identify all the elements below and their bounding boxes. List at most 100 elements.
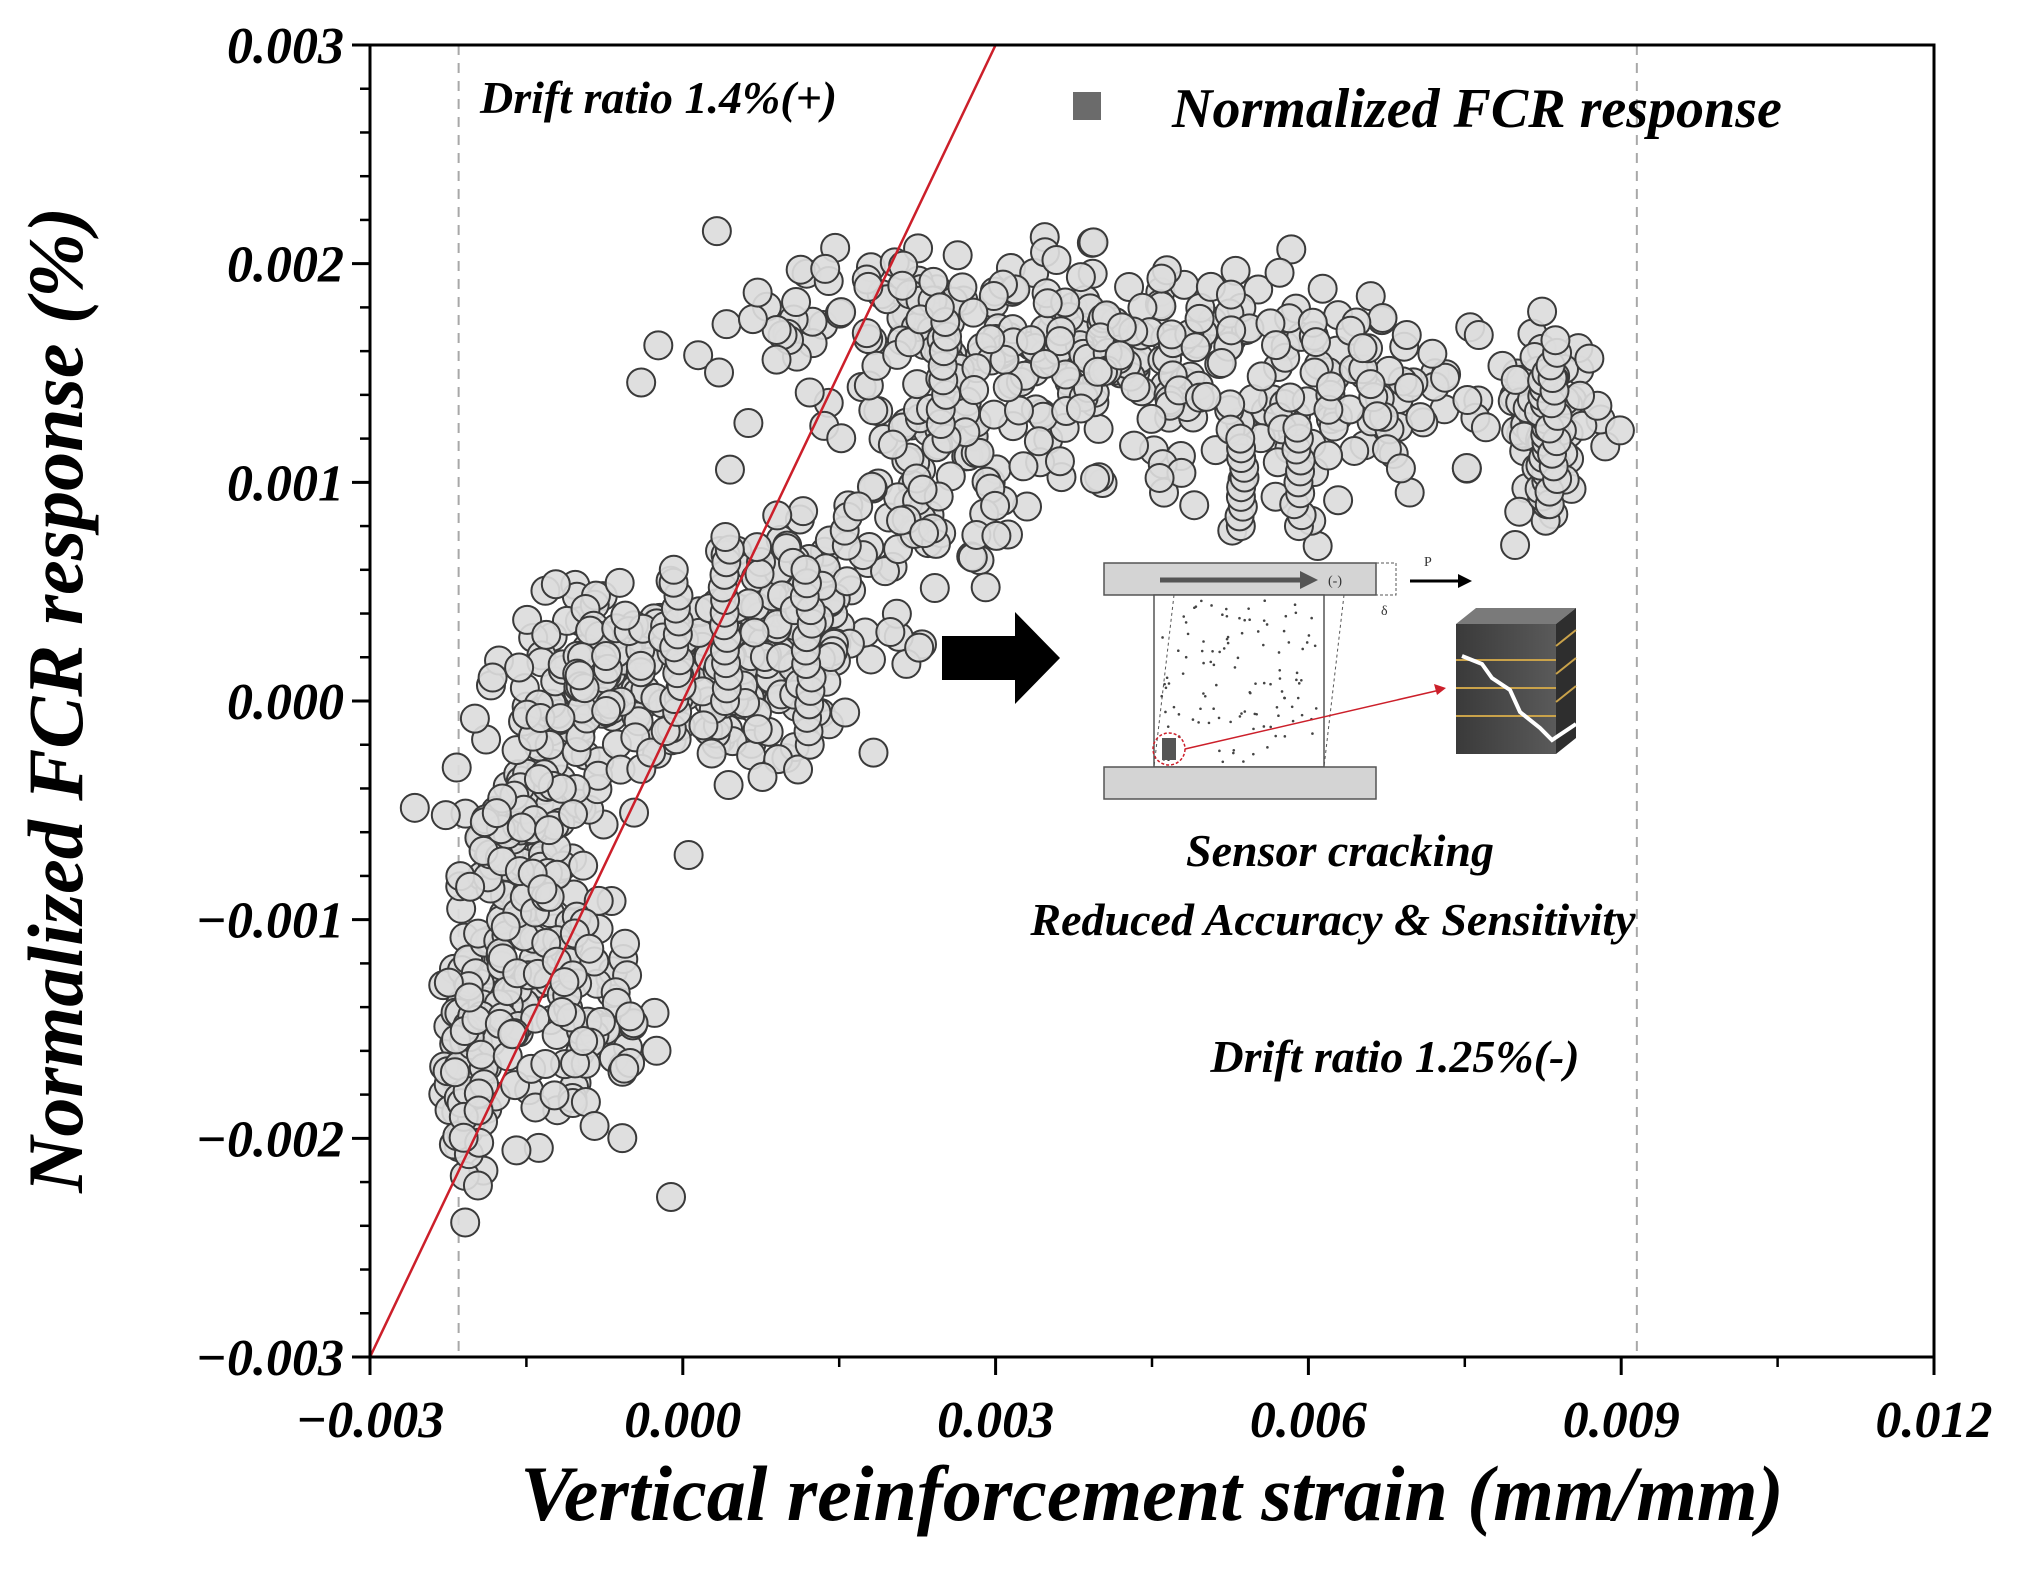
data-point xyxy=(696,738,727,769)
data-point xyxy=(1216,315,1247,346)
speckle xyxy=(1226,641,1230,645)
data-point xyxy=(547,997,578,1028)
data-point xyxy=(433,967,464,998)
speckle xyxy=(1269,725,1273,729)
data-point xyxy=(625,650,656,681)
data-point xyxy=(1104,340,1135,371)
speckle xyxy=(1203,694,1207,698)
data-point xyxy=(942,240,973,271)
speckle xyxy=(1256,630,1260,633)
speckle xyxy=(1283,696,1287,700)
data-point xyxy=(1032,288,1063,319)
concrete-speckles xyxy=(1160,599,1318,764)
data-point xyxy=(615,1001,646,1032)
data-point xyxy=(877,429,908,460)
speckle xyxy=(1202,661,1205,665)
data-point xyxy=(858,737,889,768)
speckle xyxy=(1240,631,1244,635)
data-point xyxy=(683,340,714,371)
data-point xyxy=(1300,327,1331,358)
data-point xyxy=(1405,402,1436,433)
data-point xyxy=(609,1053,640,1084)
data-point xyxy=(506,812,537,843)
data-point xyxy=(766,642,797,673)
y-tick-labels: −0.003 −0.002 −0.001 0.000 0.001 0.002 0.003 xyxy=(195,18,344,1387)
data-point xyxy=(978,280,1009,311)
x-tick-labels: −0.003 0.000 0.003 0.006 0.009 0.012 xyxy=(296,1392,1993,1449)
data-point xyxy=(886,505,917,536)
data-point xyxy=(851,318,882,349)
data-point xyxy=(1029,348,1060,379)
speckle xyxy=(1255,712,1258,716)
speckle xyxy=(1242,760,1245,763)
data-point xyxy=(1275,382,1306,413)
speckle xyxy=(1229,720,1232,724)
data-point xyxy=(1417,338,1448,369)
speckle xyxy=(1278,668,1282,672)
data-point xyxy=(1604,415,1635,446)
speckle xyxy=(1226,635,1230,639)
speckle xyxy=(1274,734,1277,738)
speckle xyxy=(1301,647,1304,651)
data-point xyxy=(579,1110,610,1141)
data-point xyxy=(477,662,508,693)
speckle xyxy=(1221,760,1225,764)
speckle xyxy=(1252,752,1255,756)
speckle xyxy=(1210,604,1213,607)
x-tick-label: 0.009 xyxy=(1563,1392,1680,1449)
bottom-beam xyxy=(1103,766,1377,800)
cracked-sensor-icon xyxy=(1456,608,1578,754)
data-point xyxy=(711,309,742,340)
data-point xyxy=(604,567,635,598)
y-tick-label: 0.002 xyxy=(227,237,344,294)
data-point xyxy=(794,377,825,408)
speckle xyxy=(1295,678,1298,682)
data-point xyxy=(568,1026,599,1057)
speckle xyxy=(1243,618,1246,622)
data-point xyxy=(742,714,773,745)
speckle xyxy=(1254,682,1257,685)
data-point xyxy=(574,933,605,964)
speckle xyxy=(1202,692,1205,695)
data-point xyxy=(924,292,955,323)
data-point xyxy=(742,277,773,308)
speckle xyxy=(1161,636,1164,639)
data-point xyxy=(540,569,571,600)
speckle xyxy=(1240,712,1243,715)
data-point xyxy=(1041,244,1072,275)
speckle xyxy=(1293,603,1297,607)
data-point xyxy=(1282,412,1313,443)
data-point xyxy=(1044,326,1075,357)
x-tick-label: 0.012 xyxy=(1876,1392,1993,1449)
data-point xyxy=(1385,453,1416,484)
speckle xyxy=(1280,690,1284,693)
data-point xyxy=(1463,320,1494,351)
speckle xyxy=(1300,678,1303,682)
data-point xyxy=(958,297,989,328)
legend-label: Normalized FCR response xyxy=(1171,78,1782,140)
load-arrow-head-icon xyxy=(1300,571,1318,589)
speckle xyxy=(1248,691,1252,695)
data-point xyxy=(607,1123,638,1154)
speckle xyxy=(1217,716,1221,720)
data-point xyxy=(992,372,1023,403)
data-point xyxy=(454,982,485,1013)
data-point xyxy=(1452,385,1483,416)
data-point xyxy=(1136,403,1167,434)
data-point xyxy=(1180,332,1211,363)
data-point xyxy=(466,1039,497,1070)
data-point xyxy=(610,928,641,959)
data-point xyxy=(530,1048,561,1079)
data-point xyxy=(1470,412,1501,443)
speckle xyxy=(1233,666,1237,669)
data-point xyxy=(1246,361,1277,392)
data-point xyxy=(981,520,1012,551)
data-point xyxy=(459,703,490,734)
data-point xyxy=(626,367,657,398)
axis-ticks xyxy=(352,43,1936,1375)
data-point xyxy=(919,573,950,604)
data-point xyxy=(591,641,622,672)
data-point xyxy=(1078,227,1109,258)
data-point xyxy=(1362,401,1393,432)
speckle xyxy=(1218,650,1221,654)
